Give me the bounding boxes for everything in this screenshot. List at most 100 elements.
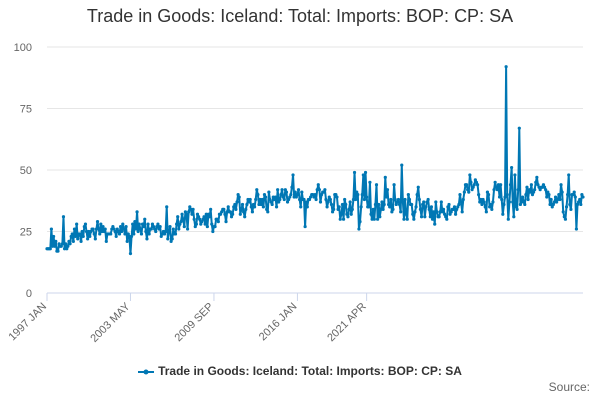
data-point[interactable] xyxy=(376,217,380,221)
data-point[interactable] xyxy=(323,188,327,192)
data-point[interactable] xyxy=(178,222,182,226)
data-point[interactable] xyxy=(75,222,79,226)
data-point[interactable] xyxy=(252,205,257,209)
data-point[interactable] xyxy=(266,210,270,214)
data-point[interactable] xyxy=(347,207,351,211)
data-point[interactable] xyxy=(56,249,60,253)
data-point[interactable] xyxy=(167,229,171,234)
data-point[interactable] xyxy=(555,200,559,204)
data-point[interactable] xyxy=(259,202,263,207)
data-point[interactable] xyxy=(542,185,547,189)
data-point[interactable] xyxy=(531,190,536,194)
data-point[interactable] xyxy=(153,227,157,231)
data-point[interactable] xyxy=(345,212,349,216)
data-point[interactable] xyxy=(395,200,399,204)
data-point[interactable] xyxy=(540,185,544,189)
data-point[interactable] xyxy=(228,210,233,214)
data-point[interactable] xyxy=(312,195,316,199)
data-point[interactable] xyxy=(370,217,374,221)
data-point[interactable] xyxy=(493,180,497,184)
data-point[interactable] xyxy=(374,183,379,187)
data-point[interactable] xyxy=(423,215,427,219)
data-point[interactable] xyxy=(97,227,101,231)
data-point[interactable] xyxy=(567,173,571,177)
data-point[interactable] xyxy=(473,178,477,182)
data-point[interactable] xyxy=(479,197,483,202)
data-point[interactable] xyxy=(223,212,227,216)
data-point[interactable] xyxy=(444,215,448,219)
data-point[interactable] xyxy=(260,197,264,202)
data-point[interactable] xyxy=(233,202,237,207)
data-point[interactable] xyxy=(551,202,555,207)
data-point[interactable] xyxy=(341,217,346,221)
data-point[interactable] xyxy=(191,207,195,211)
data-point[interactable] xyxy=(412,217,416,221)
data-point[interactable] xyxy=(272,197,276,202)
data-point[interactable] xyxy=(237,195,241,199)
data-point[interactable] xyxy=(568,202,572,207)
data-point[interactable] xyxy=(71,239,75,243)
data-point[interactable] xyxy=(65,247,69,251)
data-point[interactable] xyxy=(91,227,95,231)
data-point[interactable] xyxy=(202,215,206,219)
data-point[interactable] xyxy=(149,227,153,231)
data-point[interactable] xyxy=(418,207,423,211)
data-point[interactable] xyxy=(435,210,439,214)
data-point[interactable] xyxy=(131,222,135,226)
data-point[interactable] xyxy=(51,234,56,239)
data-point[interactable] xyxy=(518,202,522,207)
data-point[interactable] xyxy=(250,210,254,214)
data-point[interactable] xyxy=(285,200,290,204)
data-point[interactable] xyxy=(66,244,70,248)
data-point[interactable] xyxy=(117,232,122,236)
data-point[interactable] xyxy=(185,227,190,231)
data-point[interactable] xyxy=(340,202,345,207)
data-point[interactable] xyxy=(215,217,219,221)
data-point[interactable] xyxy=(303,224,307,229)
data-point[interactable] xyxy=(181,217,185,221)
data-point[interactable] xyxy=(100,229,104,234)
data-point[interactable] xyxy=(336,207,340,211)
data-point[interactable] xyxy=(447,202,451,207)
data-point[interactable] xyxy=(513,173,517,177)
data-point[interactable] xyxy=(462,190,466,194)
data-point[interactable] xyxy=(284,190,289,194)
data-point[interactable] xyxy=(522,200,526,204)
data-point[interactable] xyxy=(402,217,406,221)
data-point[interactable] xyxy=(390,210,394,214)
data-point[interactable] xyxy=(359,205,363,209)
data-point[interactable] xyxy=(335,195,339,199)
data-point[interactable] xyxy=(248,197,252,202)
data-point[interactable] xyxy=(471,185,475,189)
data-point[interactable] xyxy=(213,224,217,229)
data-point[interactable] xyxy=(579,202,583,207)
data-point[interactable] xyxy=(255,188,259,192)
data-point[interactable] xyxy=(83,222,88,226)
data-point[interactable] xyxy=(372,217,376,221)
data-point[interactable] xyxy=(550,205,554,209)
data-point[interactable] xyxy=(146,222,150,226)
data-point[interactable] xyxy=(360,193,364,197)
data-point[interactable] xyxy=(102,229,106,234)
data-point[interactable] xyxy=(317,188,321,192)
data-point[interactable] xyxy=(198,217,202,221)
data-point[interactable] xyxy=(514,205,518,209)
data-point[interactable] xyxy=(93,237,97,241)
data-point[interactable] xyxy=(421,202,425,207)
data-point[interactable] xyxy=(380,200,384,204)
data-point[interactable] xyxy=(485,190,490,194)
data-point[interactable] xyxy=(257,202,261,207)
data-point[interactable] xyxy=(235,200,239,204)
data-point[interactable] xyxy=(89,229,93,234)
data-point[interactable] xyxy=(528,190,532,194)
data-point[interactable] xyxy=(344,202,348,207)
data-point[interactable] xyxy=(183,210,187,214)
data-point[interactable] xyxy=(307,197,312,202)
data-point[interactable] xyxy=(460,210,464,214)
data-point[interactable] xyxy=(53,244,57,248)
data-point[interactable] xyxy=(452,205,457,209)
data-point[interactable] xyxy=(569,207,573,211)
data-point[interactable] xyxy=(229,215,234,219)
data-point[interactable] xyxy=(220,210,224,214)
data-point[interactable] xyxy=(548,202,552,207)
